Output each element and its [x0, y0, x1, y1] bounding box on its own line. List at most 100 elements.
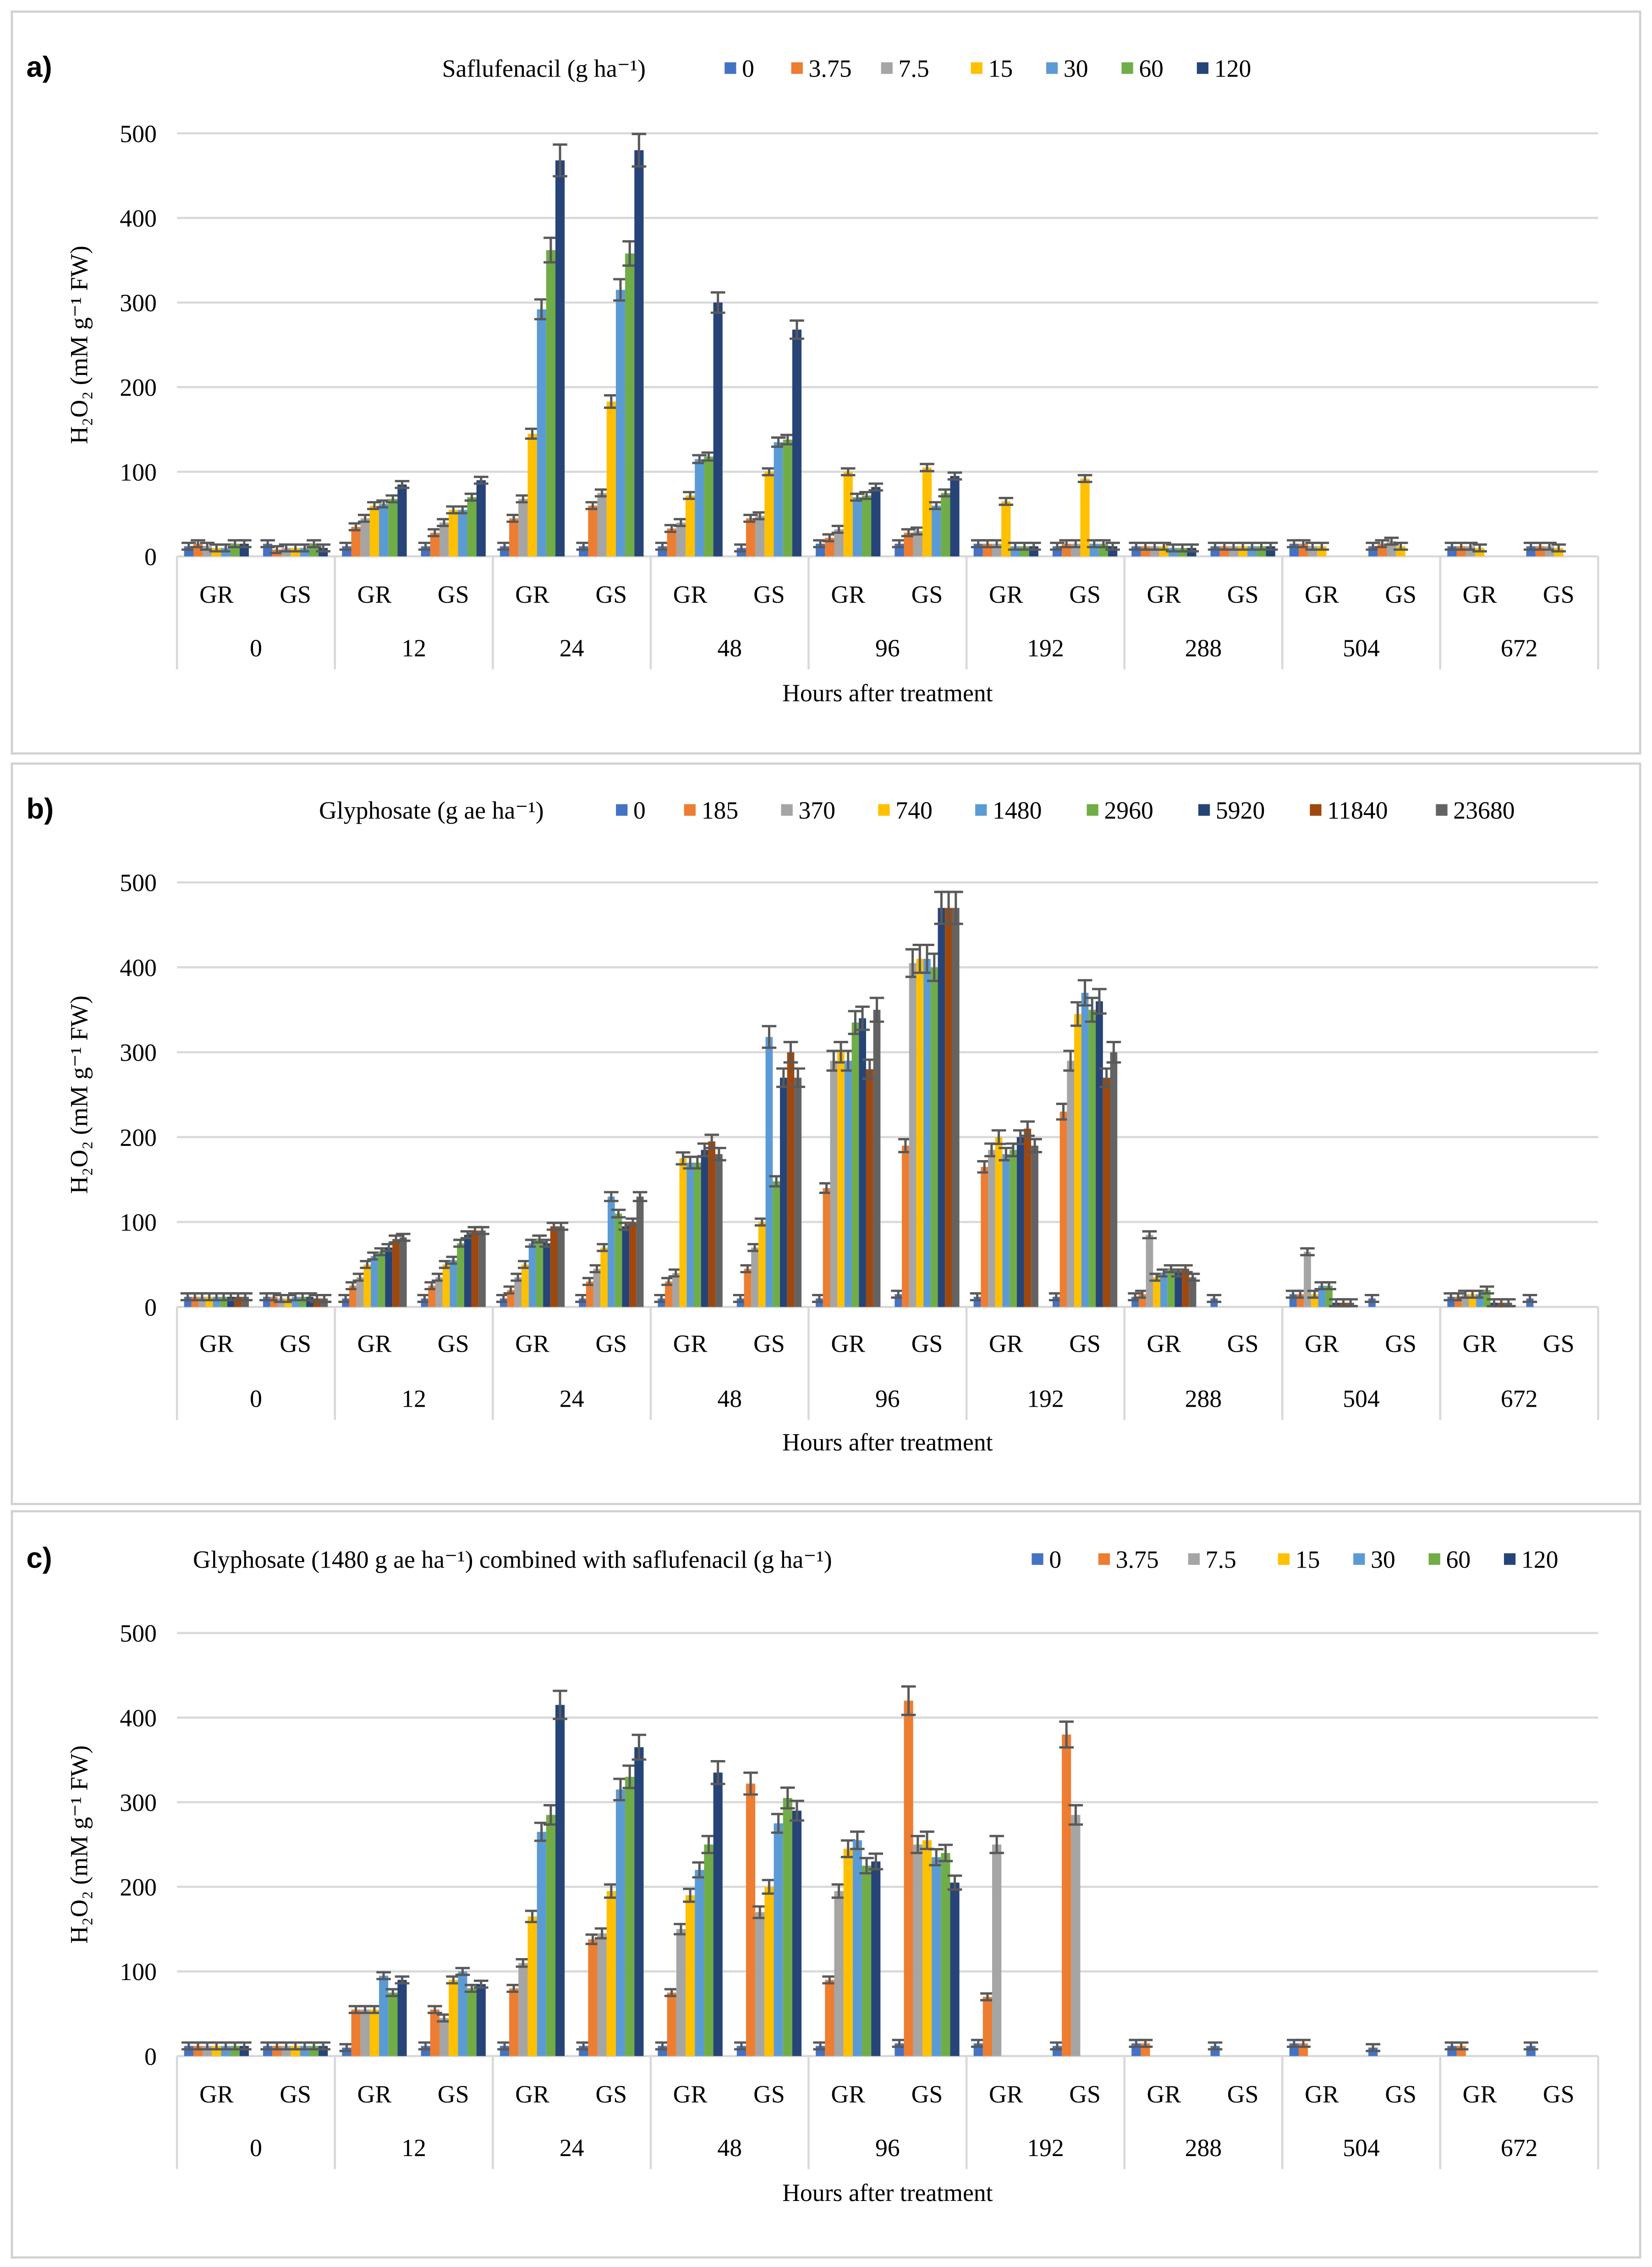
x-axis-label: Hours after treatment: [782, 2179, 993, 2206]
error-bar: [1207, 1293, 1222, 1303]
bar-15: [449, 510, 458, 556]
error-bar: [790, 1799, 804, 1822]
bar-1480: [686, 1162, 694, 1307]
biotype-label: GR: [1305, 2080, 1339, 2108]
bar-120: [792, 330, 802, 556]
biotype-label: GR: [515, 581, 549, 608]
bar-740: [1153, 1277, 1161, 1307]
error-bar: [395, 1233, 411, 1242]
bar-60: [783, 440, 792, 556]
error-bar: [632, 1191, 648, 1202]
bar-11840: [550, 1226, 558, 1307]
biotype-label: GR: [199, 1330, 234, 1357]
biotype-label: GS: [438, 1330, 469, 1357]
error-bar: [1322, 1281, 1336, 1291]
hour-label: 48: [717, 2134, 742, 2162]
bar-60: [941, 493, 950, 556]
bar-2960: [536, 1239, 543, 1307]
bar-15: [922, 468, 932, 556]
bar-23680: [636, 1196, 644, 1307]
legend-item: 185: [702, 797, 739, 824]
error-bar: [1020, 1120, 1035, 1137]
bar-120: [792, 1810, 802, 2056]
bar-740: [995, 1137, 1003, 1307]
error-bar: [1263, 541, 1278, 551]
bar-60: [941, 1853, 950, 2056]
y-tick-label: 200: [120, 1874, 157, 1901]
error-bar: [1207, 2041, 1223, 2051]
bar-1480: [1002, 1154, 1010, 1307]
bar-1480: [371, 1256, 378, 1307]
biotype-label: GR: [831, 2080, 865, 2108]
error-bar: [1026, 541, 1041, 551]
hour-label: 672: [1501, 634, 1538, 662]
bar-3_75: [667, 1992, 676, 2056]
bar-2960: [1088, 1010, 1096, 1307]
bar-3_75: [825, 1980, 834, 2056]
legend-item: 2960: [1104, 797, 1153, 824]
bar-15: [606, 402, 616, 556]
bar-11840: [629, 1222, 637, 1307]
bar-2960: [851, 1022, 859, 1307]
bar-7_5: [360, 518, 370, 556]
bar-60: [546, 250, 556, 556]
error-bar: [710, 1760, 725, 1785]
error-bar: [710, 291, 725, 314]
error-bar: [1027, 1138, 1042, 1154]
error-bar: [1092, 988, 1107, 1015]
y-axis-label: H₂O₂ (mM g⁻¹ FW): [65, 246, 93, 444]
bar-15: [606, 1891, 616, 2056]
bar-11840: [392, 1239, 400, 1307]
bar-1480: [1318, 1286, 1326, 1307]
bar-185: [1059, 1111, 1067, 1307]
legend-item: 5920: [1216, 797, 1265, 824]
biotype-label: GS: [753, 581, 785, 608]
biotype-label: GS: [438, 2080, 469, 2108]
bar-15: [1080, 479, 1090, 556]
legend-swatch: [1436, 804, 1448, 816]
bar-185: [349, 1286, 357, 1307]
bar-7_5: [439, 2018, 449, 2056]
bar-30: [458, 510, 467, 556]
legend-swatch: [1188, 1553, 1200, 1565]
bar-7_5: [834, 1891, 844, 2056]
bar-120: [555, 1705, 565, 2056]
error-bar: [1106, 1040, 1121, 1064]
error-bar: [1314, 541, 1329, 551]
biotype-label: GS: [1385, 1330, 1416, 1357]
error-bar: [1343, 1298, 1358, 1308]
biotype-label: GR: [1147, 581, 1181, 608]
y-tick-label: 400: [120, 954, 157, 981]
error-bar: [947, 471, 962, 481]
biotype-label: GR: [515, 1330, 549, 1357]
bar-740: [837, 1052, 845, 1307]
biotype-label: GS: [595, 1330, 627, 1357]
bar-3_75: [667, 528, 676, 556]
y-tick-label: 0: [144, 1293, 157, 1321]
hour-label: 288: [1185, 634, 1222, 662]
error-bar: [395, 480, 410, 489]
error-bar: [316, 2041, 331, 2051]
error-bar: [474, 475, 488, 485]
biotype-label: GS: [1543, 1330, 1575, 1357]
bar-30: [695, 1870, 704, 2056]
error-bar: [991, 1129, 1006, 1145]
error-bar: [1454, 2041, 1469, 2051]
legend-swatch: [1310, 804, 1322, 816]
hour-label: 96: [875, 2134, 900, 2162]
bar-370: [1146, 1234, 1153, 1307]
hour-label: 192: [1027, 2134, 1064, 2162]
bar-3_75: [904, 533, 913, 556]
error-bar: [1138, 2039, 1153, 2048]
y-axis-label: H₂O₂ (mM g⁻¹ FW): [65, 996, 93, 1194]
y-tick-label: 100: [120, 458, 157, 486]
error-bar: [238, 1292, 253, 1302]
bar-60: [388, 499, 398, 556]
bar-120: [871, 487, 881, 556]
error-bar: [1479, 1285, 1494, 1295]
panel-label: c): [27, 1542, 52, 1574]
biotype-label: GS: [911, 1330, 943, 1357]
bar-30: [615, 1789, 626, 2056]
